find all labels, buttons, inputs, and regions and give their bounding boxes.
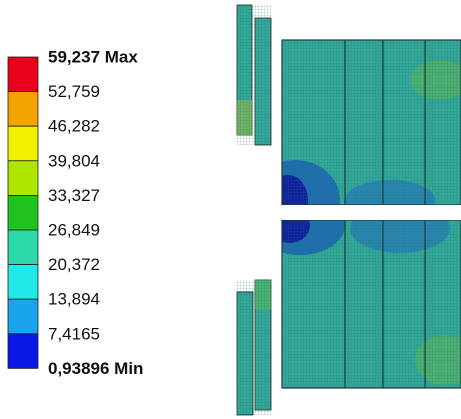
legend-swatch	[8, 334, 38, 369]
legend-swatch	[8, 57, 38, 92]
legend-label: 46,282	[48, 117, 100, 136]
legend-label: 26,849	[48, 220, 100, 239]
screen: 59,237 Max 52,759 46,282 39,804 33,327 26,849…	[0, 0, 461, 419]
legend-label: 20,372	[48, 255, 100, 274]
legend-label: 33,327	[48, 186, 100, 205]
legend-swatch	[8, 161, 38, 196]
gap	[282, 205, 461, 220]
mesh	[237, 5, 271, 145]
legend: 59,237 Max 52,759 46,282 39,804 33,327 26,849…	[8, 47, 143, 377]
legend-label: 7,4165	[48, 324, 100, 343]
legend-swatch	[8, 126, 38, 161]
legend-label: 13,894	[48, 290, 100, 309]
mesh	[282, 220, 461, 388]
legend-swatch	[8, 92, 38, 127]
legend-label: 39,804	[48, 151, 100, 170]
legend-label: 0,93896 Min	[48, 359, 143, 378]
legend-swatch	[8, 299, 38, 334]
legend-swatch	[8, 195, 38, 230]
mesh	[237, 280, 271, 415]
legend-label: 52,759	[48, 82, 100, 101]
legend-swatch	[8, 230, 38, 265]
legend-label: 59,237 Max	[48, 47, 138, 66]
legend-swatch	[8, 265, 38, 300]
mesh	[282, 40, 461, 205]
model	[237, 5, 461, 415]
